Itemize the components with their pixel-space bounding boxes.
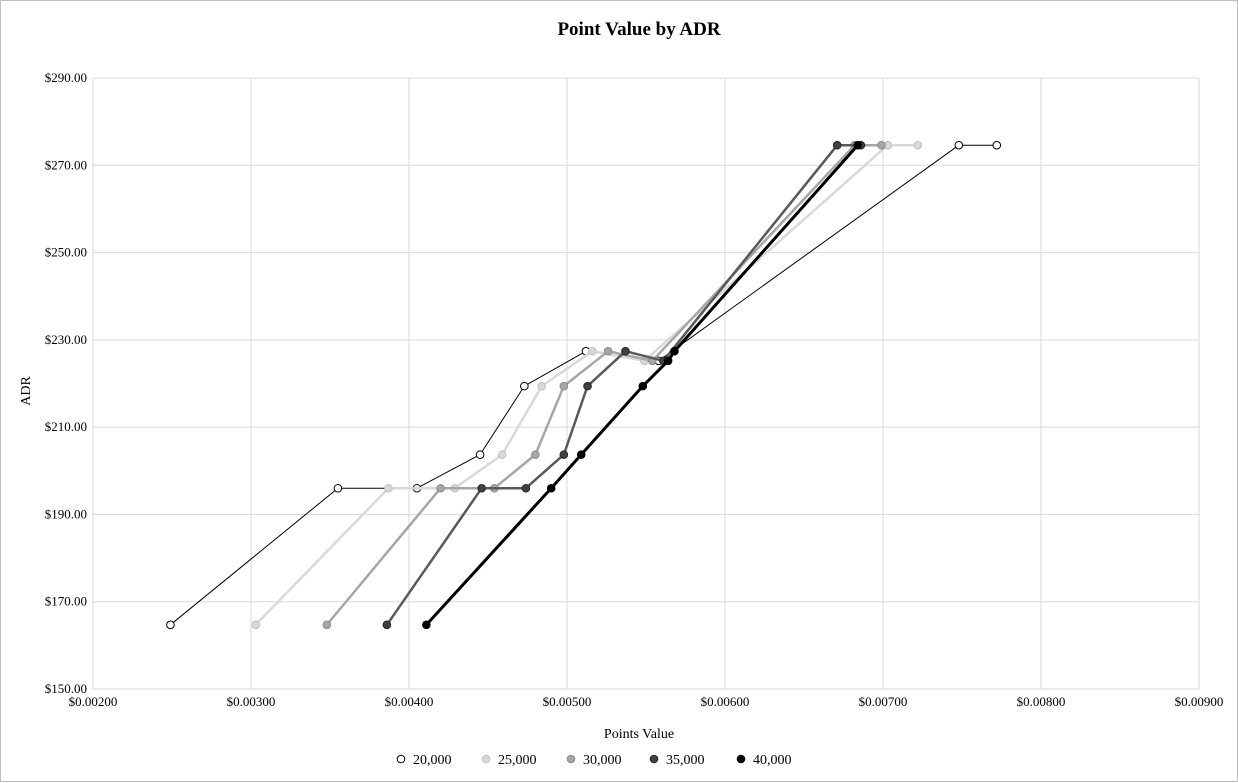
data-point [992,140,1002,150]
legend-label: 40,000 [753,753,792,768]
data-point [576,450,586,459]
data-point [251,620,261,630]
y-tick-label: $210.00 [45,419,87,434]
legend-item: 25,000 [481,753,537,768]
series-25000 [251,140,923,630]
data-point [436,483,445,493]
data-point [877,140,886,150]
data-point [559,381,569,391]
legend-label: 35,000 [666,753,705,768]
data-point [853,140,863,150]
legend-label: 30,000 [583,753,622,768]
data-point [832,140,842,150]
legend-marker [736,754,746,764]
x-tick-label: $0.00700 [859,694,908,709]
data-point [520,381,529,391]
y-tick-label: $190.00 [45,506,87,521]
y-axis-title: ADR [19,376,34,406]
data-point [322,620,332,630]
data-point [913,140,923,150]
x-tick-label: $0.00400 [385,694,434,709]
data-point [559,450,569,459]
y-tick-label: $230.00 [45,332,87,347]
data-point [382,620,392,630]
x-axis-ticks: $0.00200 $0.00300 $0.00400 $0.00500 $0.00600… [69,694,1224,709]
x-tick-label: $0.00600 [701,694,750,709]
x-axis-title: Points Value [604,727,674,742]
legend-marker [649,754,659,764]
series-line [385,143,861,626]
legend-item: 20,000 [396,753,452,768]
legend-item: 40,000 [736,753,792,768]
data-point [583,381,592,391]
data-point [497,450,507,459]
series-40000 [422,140,863,630]
y-tick-label: $150.00 [45,681,87,696]
series-group [166,140,1002,630]
data-point [333,483,343,493]
x-tick-label: $0.00500 [543,694,592,709]
chart-title: Point Value by ADR [557,19,720,40]
data-point [621,346,630,356]
data-point [166,620,175,630]
data-point [587,346,597,356]
legend-item: 30,000 [566,753,622,768]
data-point [670,346,679,356]
data-point [475,450,485,459]
data-point [663,356,673,366]
y-tick-label: $170.00 [45,594,87,609]
data-point [477,483,486,493]
gridlines [92,77,1200,690]
x-tick-label: $0.00800 [1017,694,1066,709]
data-point [531,450,540,459]
data-point [537,381,547,391]
data-point [384,483,393,493]
x-tick-label: $0.00300 [227,694,276,709]
legend-label: 25,000 [498,753,537,768]
legend-marker [566,754,576,764]
series-30000 [322,140,886,630]
legend-marker [396,754,406,764]
legend: 20,000 25,000 30,000 35,000 40,000 [396,753,792,768]
data-point [422,620,431,630]
x-tick-label: $0.00900 [1175,694,1224,709]
series-line [325,143,882,626]
x-tick-label: $0.00200 [69,694,118,709]
data-point [638,381,648,391]
y-axis-ticks: $150.00 $170.00 $190.00 $210.00 $230.00 $250.… [45,70,87,696]
data-point [546,483,556,493]
data-point [521,483,531,493]
legend-marker [481,754,491,764]
y-tick-label: $290.00 [45,70,87,85]
y-tick-label: $250.00 [45,245,87,260]
data-point [603,346,613,356]
legend-label: 20,000 [413,753,452,768]
data-point [954,140,964,150]
y-tick-label: $270.00 [45,157,87,172]
series-35000 [382,140,866,630]
legend-item: 35,000 [649,753,705,768]
